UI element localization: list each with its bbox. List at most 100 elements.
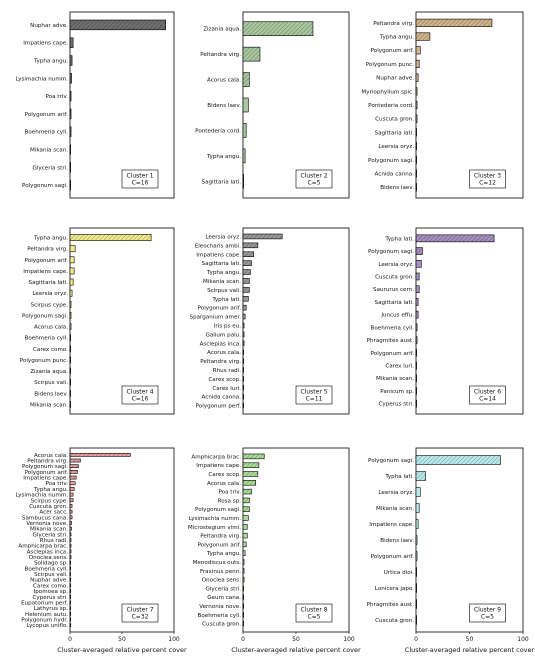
category-label: Amphicarpa brac.	[18, 544, 68, 550]
bar-hatch	[243, 251, 254, 257]
category-label: Sagittaria lati.	[375, 130, 415, 136]
category-label: Microstegium vimi.	[188, 525, 241, 531]
category-label: Polygonum sagi.	[368, 249, 414, 255]
category-label: Sagittaria lati.	[375, 300, 415, 306]
category-label: Pontederia cord.	[368, 103, 414, 109]
category-label: Zizania aqua.	[30, 369, 68, 375]
cluster-label: Cluster 2	[300, 173, 327, 180]
bar	[242, 550, 246, 556]
bar	[69, 606, 71, 610]
bar	[69, 278, 74, 286]
bar	[242, 376, 244, 382]
category-label: Peltandra virg.	[200, 52, 241, 58]
bar	[415, 503, 420, 513]
bar-hatch	[243, 234, 283, 239]
cluster-label: Cluster 8	[300, 607, 327, 614]
bar-hatch	[243, 260, 252, 266]
x-tick-label: 50	[118, 636, 126, 643]
category-label: Peltandra virg.	[27, 247, 68, 253]
bar-hatch	[70, 458, 81, 463]
category-label: Acnida canna.	[375, 171, 415, 177]
category-label: Polygonum arif.	[25, 112, 69, 118]
bar	[415, 46, 421, 55]
bar	[69, 367, 71, 375]
bar	[69, 487, 75, 491]
bar	[415, 73, 419, 82]
cluster-label: Cluster 9	[474, 607, 501, 614]
category-label: Bidens laev.	[380, 538, 414, 544]
bar	[242, 402, 244, 409]
category-label: Acer sacc.	[39, 510, 68, 516]
bar	[69, 623, 71, 628]
category-label: Bidens laev.	[207, 103, 241, 109]
bar	[69, 509, 73, 514]
bar-hatch	[416, 234, 495, 242]
bar	[69, 378, 71, 386]
category-label: Peltandra virg.	[200, 534, 241, 540]
category-label: Polygonum punc.	[20, 358, 68, 364]
category-label: Lysimachia numm.	[189, 516, 242, 522]
category-label: Lonicera japo.	[375, 586, 414, 592]
bar	[69, 566, 71, 571]
bar	[69, 162, 71, 173]
x-tick-label: 100	[343, 636, 355, 643]
bar	[242, 603, 244, 609]
bar	[69, 144, 71, 155]
bar	[415, 142, 417, 151]
category-label: Typha angu.	[206, 154, 241, 160]
category-label: Carex como.	[33, 347, 68, 353]
category-label: Vernonia nove.	[26, 521, 68, 527]
bar	[415, 348, 417, 357]
category-label: Leersia oryz.	[378, 262, 414, 268]
bar	[69, 611, 71, 616]
bar	[242, 148, 246, 164]
cluster-legend-box	[295, 169, 333, 189]
panel-frame	[69, 227, 175, 415]
category-label: Asclepias inca.	[27, 549, 69, 555]
category-label: Polygonum arif.	[371, 351, 415, 357]
category-label: Amphicarpa brac.	[191, 454, 241, 460]
bar	[415, 551, 418, 561]
category-label: Nuphar adve.	[30, 578, 68, 584]
bar	[415, 519, 419, 529]
bar	[69, 600, 71, 605]
cluster-count: C=12	[479, 180, 496, 187]
bar	[242, 585, 244, 592]
category-label: Iris ps eu.	[214, 323, 241, 329]
category-label: Typha angu.	[33, 236, 68, 242]
category-label: Cyperus stri.	[379, 402, 415, 408]
bar	[415, 298, 419, 306]
category-label: Acorus cala.	[207, 350, 241, 356]
category-label: Leersia oryz.	[32, 291, 68, 297]
category-label: Impatiens cape.	[369, 522, 414, 528]
bar	[69, 555, 72, 559]
bar	[69, 594, 71, 599]
cluster-count: C=16	[132, 396, 149, 403]
bar-hatch	[243, 269, 251, 275]
category-label: Eupatorium perf.	[21, 600, 68, 606]
category-label: Typha angu.	[206, 270, 241, 276]
x-tick-label: 50	[466, 636, 474, 643]
category-label: Mikania scan.	[30, 148, 68, 154]
category-label: Scirpus cype.	[31, 302, 69, 308]
category-label: Polygonum arif.	[198, 542, 242, 548]
bar	[69, 549, 72, 554]
category-label: Boehmeria cyll.	[25, 130, 69, 136]
bar	[415, 183, 417, 192]
panel-frame	[242, 227, 350, 415]
category-label: Fraxinus penn.	[200, 569, 241, 575]
category-label: Cuscuta gron.	[375, 117, 414, 123]
bar	[69, 538, 72, 542]
category-label: Leersia oryz.	[205, 234, 241, 240]
bar	[242, 541, 247, 548]
cluster-legend-box	[295, 385, 333, 405]
category-label: Poa triv.	[45, 481, 68, 487]
category-label: Impatiens cape.	[196, 252, 241, 258]
bar	[69, 389, 71, 397]
bar-hatch	[416, 247, 423, 255]
bar	[242, 594, 244, 600]
category-label: Boehmeria cyll.	[198, 613, 242, 619]
bar	[415, 285, 420, 294]
category-label: Cuscuta gron.	[375, 275, 414, 281]
bar	[242, 559, 245, 565]
